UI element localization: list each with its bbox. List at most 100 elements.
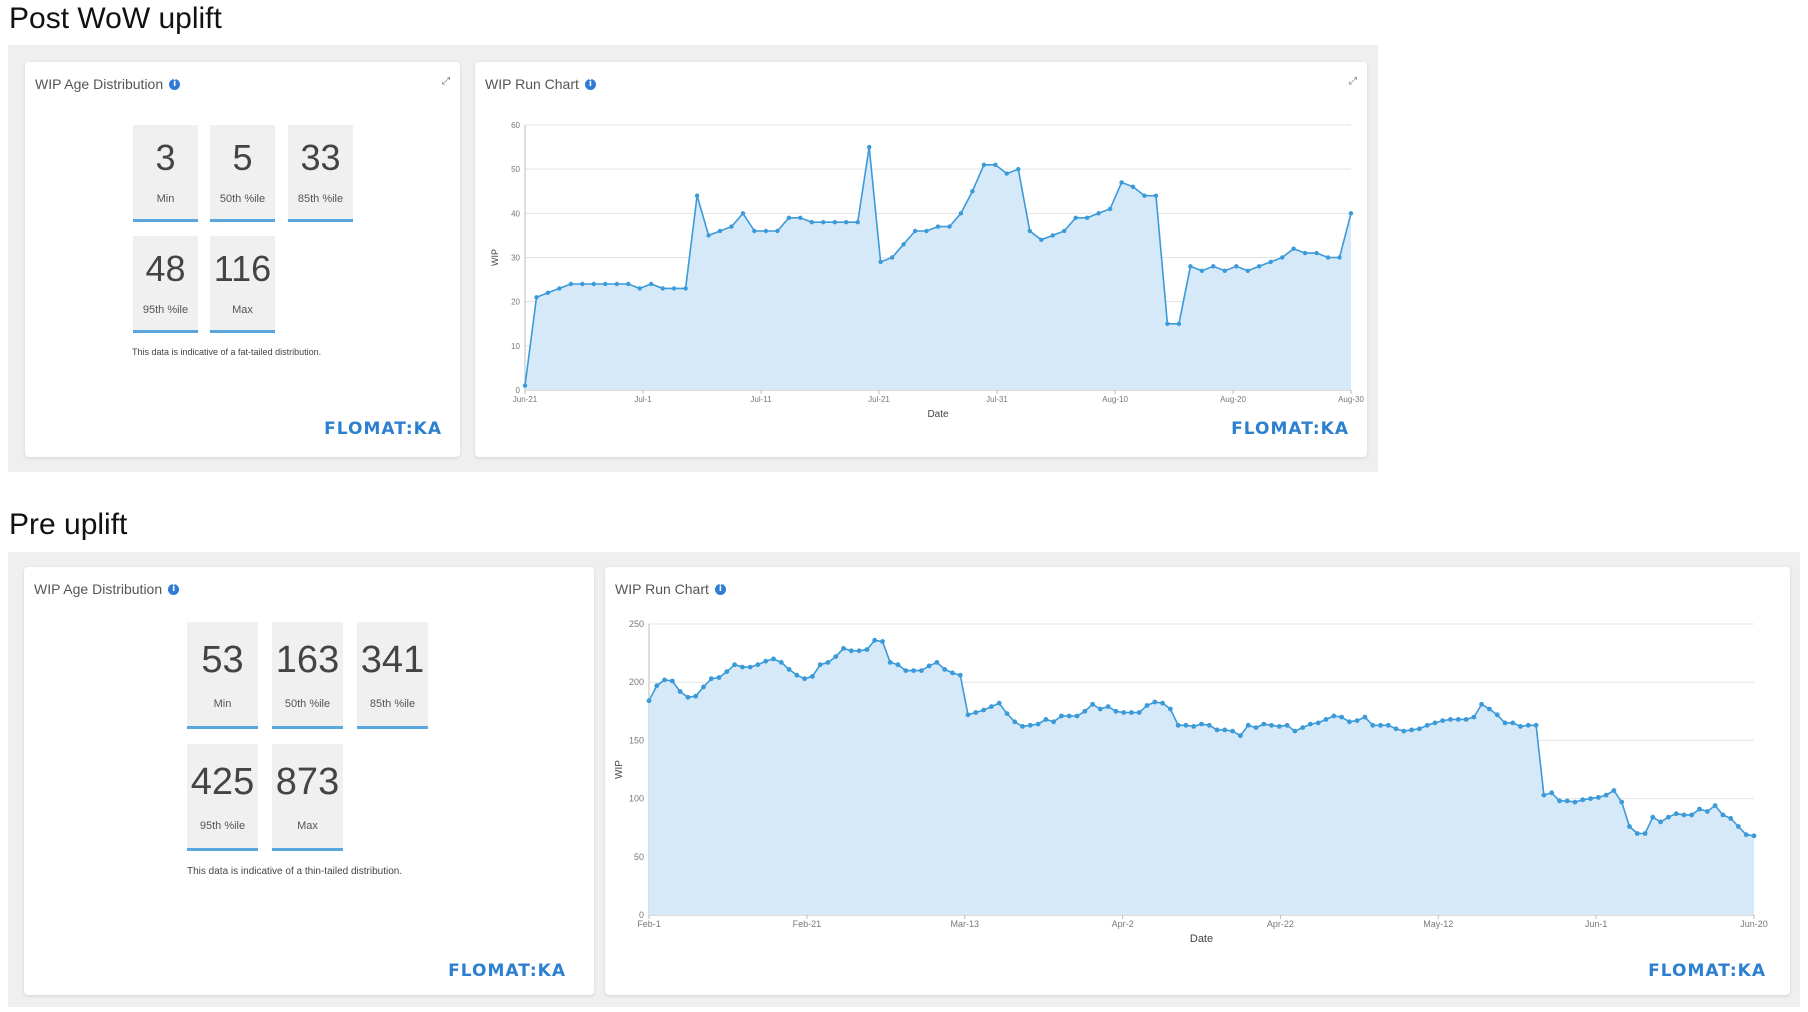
data-point: [671, 286, 677, 291]
data-point: [1144, 703, 1150, 708]
stat-min: 3 Min: [133, 125, 198, 222]
data-point: [1214, 727, 1220, 733]
data-point: [1257, 264, 1262, 269]
data-point: [568, 281, 574, 287]
card-header: WIP Age Distribution i: [35, 76, 181, 92]
stat-95th-percentile: 425 95th %ile: [187, 744, 258, 851]
data-point: [1074, 713, 1080, 719]
data-point: [1619, 799, 1625, 805]
data-point: [1097, 706, 1103, 712]
data-point: [1027, 228, 1032, 234]
data-point: [786, 667, 792, 672]
data-point: [1105, 704, 1111, 709]
data-point: [1525, 722, 1531, 728]
x-axis-label: Date: [1190, 933, 1213, 945]
x-tick-label: Jul-11: [750, 395, 772, 404]
info-icon[interactable]: i: [169, 78, 181, 90]
data-point: [809, 220, 814, 225]
wip-run-chart-card: WIP Run Chart i 0 50 100 150 200 250 Feb-1 Feb-…: [605, 567, 1790, 995]
data-point: [1016, 167, 1021, 172]
data-point: [924, 228, 929, 234]
wip-age-distribution-card: WIP Age Distribution i 53 Min 163 50th %…: [24, 567, 594, 995]
section-title-post-uplift: Post WoW uplift: [9, 2, 222, 35]
data-point: [981, 707, 986, 713]
data-point: [878, 259, 883, 265]
data-point: [545, 290, 551, 295]
data-point: [740, 664, 745, 670]
data-point: [693, 693, 699, 699]
stat-value: 5: [232, 137, 253, 178]
y-tick-label: 200: [629, 677, 644, 687]
data-point: [1348, 211, 1354, 216]
data-point: [1314, 250, 1319, 256]
data-point: [1280, 255, 1285, 260]
y-axis-label: WIP: [614, 760, 625, 779]
data-point: [965, 712, 971, 718]
stat-label: 95th %ile: [142, 304, 189, 316]
data-point: [989, 704, 994, 709]
data-point: [1471, 714, 1477, 720]
flomatika-logo: FLOMAT:KA: [324, 419, 442, 439]
expand-icon[interactable]: ⤢: [442, 76, 450, 87]
x-tick-label: Apr-22: [1267, 919, 1294, 929]
data-point: [1401, 728, 1407, 734]
data-point: [1130, 184, 1136, 189]
data-point: [950, 670, 955, 676]
data-point: [1417, 726, 1422, 732]
y-tick-label: 60: [511, 121, 520, 130]
x-axis-label: Date: [927, 409, 949, 420]
data-point: [677, 689, 683, 694]
data-point: [1627, 824, 1632, 829]
data-point: [1183, 722, 1189, 728]
data-point: [1339, 714, 1344, 720]
data-point: [1199, 268, 1205, 273]
data-point: [786, 215, 792, 220]
data-point: [1650, 814, 1656, 820]
data-point: [724, 669, 730, 675]
data-point: [841, 646, 846, 651]
info-icon[interactable]: i: [714, 583, 726, 595]
data-point: [1035, 721, 1041, 727]
data-point: [973, 710, 979, 715]
stat-value: 341: [360, 639, 425, 681]
data-point: [1119, 180, 1124, 185]
flomatika-logo: FLOMAT:KA: [1231, 419, 1349, 439]
data-point: [1206, 722, 1212, 728]
data-point: [1276, 724, 1282, 729]
data-point: [1325, 255, 1331, 260]
stat-label: 50th %ile: [284, 698, 331, 710]
x-tick-label: Feb-1: [637, 919, 661, 929]
card-title: WIP Age Distribution: [35, 76, 164, 92]
expand-icon[interactable]: ⤢: [1349, 76, 1357, 87]
data-point: [1463, 717, 1469, 722]
data-point: [1432, 720, 1438, 726]
data-point: [1697, 806, 1702, 812]
info-icon[interactable]: i: [584, 78, 596, 90]
data-point: [942, 667, 948, 672]
y-tick-label: 30: [511, 254, 520, 263]
info-icon[interactable]: i: [168, 583, 180, 595]
data-point: [872, 637, 878, 643]
data-point: [717, 228, 723, 234]
y-tick-label: 0: [639, 910, 644, 920]
data-point: [1191, 724, 1197, 729]
data-point: [626, 281, 631, 287]
stat-value: 116: [213, 248, 272, 289]
wip-run-chart: 0 10 20 30 40 50 60 Jun-21 Jul-1 Jul-11 Jul-21 Jul-…: [490, 121, 1364, 420]
stat-95th-percentile: 48 95th %ile: [133, 236, 198, 333]
data-point: [1337, 255, 1342, 260]
data-point: [855, 220, 860, 225]
distribution-note: This data is indicative of a thin-tailed…: [187, 866, 403, 877]
data-point: [1323, 717, 1329, 722]
stat-label: 50th %ile: [219, 193, 266, 205]
data-point: [802, 676, 807, 682]
data-point: [1121, 710, 1127, 715]
x-tick-label: Aug-30: [1338, 395, 1364, 404]
data-point: [1728, 816, 1734, 821]
data-point: [778, 660, 784, 665]
stat-value: 33: [300, 137, 341, 178]
data-point: [1370, 722, 1376, 728]
data-point: [856, 648, 862, 654]
data-point: [1153, 193, 1159, 198]
stat-max: 873 Max: [272, 744, 343, 851]
